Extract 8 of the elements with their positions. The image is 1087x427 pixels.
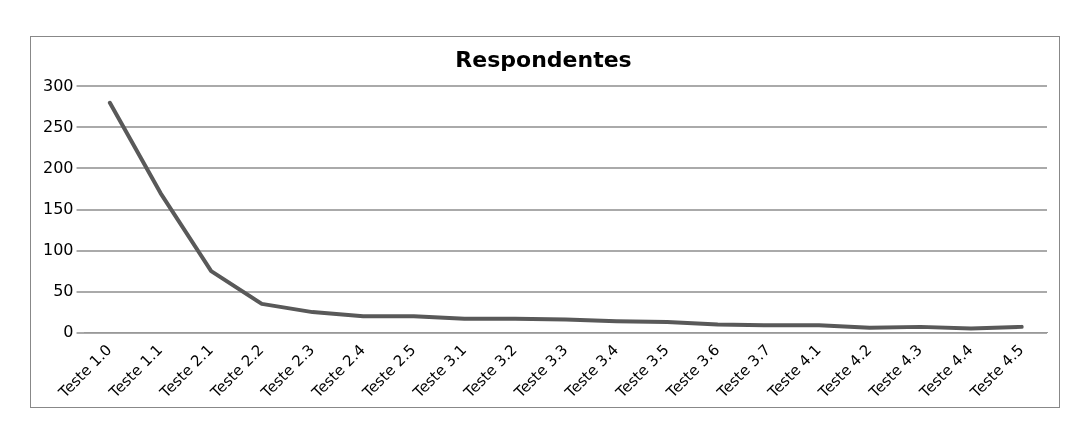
y-tick-label: 250 xyxy=(42,116,74,136)
y-tick-label: 200 xyxy=(42,157,74,177)
y-tick-label: 150 xyxy=(42,198,74,218)
y-tick-label: 50 xyxy=(53,280,74,300)
chart-title: Respondentes xyxy=(455,46,632,72)
y-tick-label: 0 xyxy=(63,321,74,341)
y-tick-label: 100 xyxy=(42,239,74,259)
y-tick-label: 300 xyxy=(42,75,74,95)
